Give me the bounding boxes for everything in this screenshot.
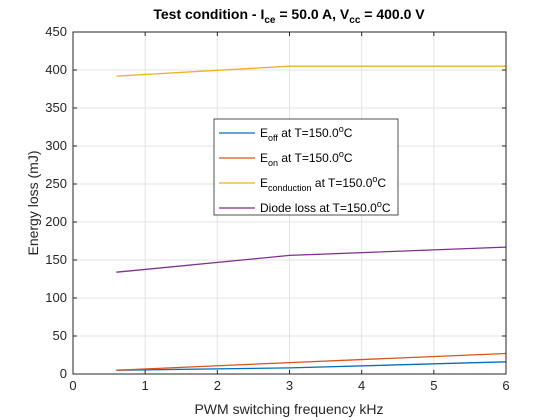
series-line-econd (116, 65, 506, 77)
ticks: 0 1 2 3 4 5 6 0 50 100 150 200 250 300 350 400 450 (45, 24, 509, 393)
legend-label-superscript: o (339, 149, 344, 159)
legend-label-main: E (260, 176, 268, 190)
series-layer (116, 65, 507, 371)
y-tick-label: 400 (45, 62, 67, 77)
series-line-diode (116, 246, 507, 273)
y-tick-label: 300 (45, 138, 67, 153)
series-line-eon (116, 352, 507, 371)
legend-label-main: Diode loss (260, 201, 316, 215)
legend-label-superscript: o (372, 174, 377, 184)
x-tick-label: 0 (69, 378, 76, 393)
x-tick-label: 1 (142, 378, 149, 393)
title-prefix: Test condition - I (153, 6, 264, 22)
series-line-eoff (116, 361, 507, 371)
y-tick-label: 350 (45, 100, 67, 115)
y-tick-label: 150 (45, 252, 67, 267)
x-tick-label: 4 (358, 378, 365, 393)
legend-label-end: C (344, 126, 353, 140)
x-axis-label: PWM switching frequency kHz (194, 401, 383, 417)
title-subscript-ce: ce (264, 15, 276, 26)
legend-label-superscript: o (377, 199, 382, 209)
legend-label-econd: Econduction at T=150.0oC (260, 174, 386, 193)
y-tick-label: 250 (45, 176, 67, 191)
y-tick-label: 200 (45, 214, 67, 229)
legend-label-subscript: off (268, 133, 278, 143)
title-suffix: = 400.0 V (360, 6, 425, 22)
title-subscript-cc: cc (349, 15, 361, 26)
legend-label-tail: at T=150.0 (278, 151, 339, 165)
legend-label-main: E (260, 151, 268, 165)
legend-label-end: C (344, 151, 353, 165)
legend-label-superscript: o (339, 124, 344, 134)
legend-label-end: C (377, 176, 386, 190)
legend-label-end: C (382, 201, 391, 215)
y-tick-label: 0 (60, 366, 67, 381)
legend-label-diode: Diode loss at T=150.0oC (260, 199, 391, 215)
legend-label-eoff: Eoff at T=150.0oC (260, 124, 353, 143)
y-tick-label: 50 (53, 328, 67, 343)
x-tick-label: 5 (430, 378, 437, 393)
legend-label-main: E (260, 126, 268, 140)
legend-label-tail: at T=150.0 (316, 201, 377, 215)
y-axis-label: Energy loss (mJ) (25, 150, 41, 255)
x-tick-label: 6 (502, 378, 509, 393)
x-tick-label: 3 (286, 378, 293, 393)
legend-label-subscript: on (268, 158, 278, 168)
x-tick-label: 2 (214, 378, 221, 393)
chart-title: Test condition - Ice = 50.0 A, Vcc = 400… (153, 6, 425, 26)
y-tick-label: 100 (45, 290, 67, 305)
legend-label-tail: at T=150.0 (312, 176, 373, 190)
legend-label-tail: at T=150.0 (278, 126, 339, 140)
title-middle: = 50.0 A, V (275, 6, 349, 22)
legend-label-subscript: conduction (268, 183, 312, 193)
y-tick-label: 450 (45, 24, 67, 39)
legend-box (213, 118, 399, 216)
legend-label-eon: Eon at T=150.0oC (260, 149, 353, 168)
